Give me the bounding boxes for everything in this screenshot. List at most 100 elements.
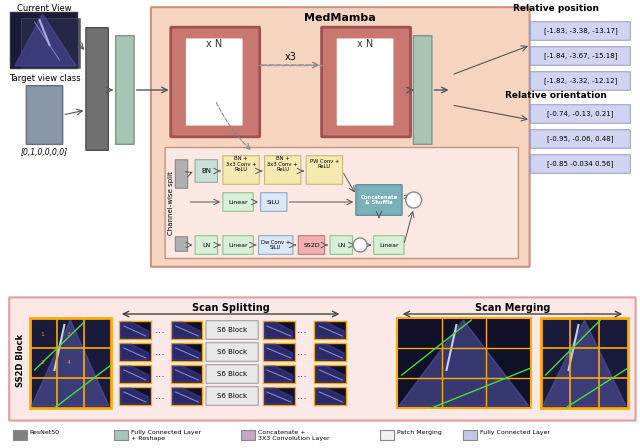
Text: Target view class: Target view class	[9, 73, 81, 82]
Text: BN: BN	[202, 168, 211, 174]
FancyBboxPatch shape	[413, 36, 432, 144]
Bar	[119, 387, 150, 405]
Text: S6 Block: S6 Block	[217, 349, 247, 355]
Bar	[380, 430, 394, 440]
Polygon shape	[316, 322, 344, 338]
Text: Relative orientation: Relative orientation	[505, 90, 607, 99]
Text: Patch Merging: Patch Merging	[397, 430, 442, 435]
FancyBboxPatch shape	[223, 236, 253, 254]
Bar	[114, 430, 128, 440]
Text: ...: ...	[155, 369, 166, 379]
Bar	[170, 365, 202, 383]
Bar	[541, 318, 628, 408]
Text: BN +
3x3 Conv +
ReLU: BN + 3x3 Conv + ReLU	[226, 156, 257, 172]
FancyBboxPatch shape	[195, 159, 218, 182]
Circle shape	[353, 238, 367, 252]
Text: [-1.83, -3.38, -13.17]: [-1.83, -3.38, -13.17]	[543, 28, 618, 34]
Text: [-0.95, -0.06, 0.48]: [-0.95, -0.06, 0.48]	[547, 136, 614, 142]
FancyBboxPatch shape	[86, 28, 108, 150]
Text: Scan Splitting: Scan Splitting	[192, 303, 270, 313]
Text: ...: ...	[155, 325, 166, 335]
Bar	[263, 343, 294, 361]
Text: 1: 1	[40, 332, 44, 336]
Bar	[119, 365, 150, 383]
Polygon shape	[121, 344, 148, 360]
Polygon shape	[399, 320, 529, 406]
Bar	[20, 18, 80, 68]
FancyBboxPatch shape	[322, 27, 410, 137]
Text: PW Conv +
ReLU: PW Conv + ReLU	[310, 159, 339, 169]
FancyBboxPatch shape	[531, 72, 630, 90]
Text: Fully Connected Layer: Fully Connected Layer	[131, 430, 201, 435]
Text: [-1.84, -3.67, -15.18]: [-1.84, -3.67, -15.18]	[544, 52, 617, 60]
Bar	[314, 387, 346, 405]
FancyBboxPatch shape	[264, 156, 301, 184]
Bar	[397, 318, 531, 408]
Polygon shape	[265, 322, 292, 338]
Text: x N: x N	[357, 39, 373, 49]
Polygon shape	[31, 320, 109, 406]
FancyBboxPatch shape	[185, 37, 244, 127]
Bar	[13, 430, 27, 440]
Bar	[170, 321, 202, 339]
Polygon shape	[15, 14, 76, 66]
Polygon shape	[265, 366, 292, 382]
Text: + Reshape: + Reshape	[131, 435, 165, 440]
Text: [-0.74, -0.13, 0.21]: [-0.74, -0.13, 0.21]	[547, 111, 614, 117]
Text: Linear: Linear	[379, 242, 399, 247]
FancyBboxPatch shape	[171, 27, 260, 137]
Bar	[170, 343, 202, 361]
FancyBboxPatch shape	[336, 37, 394, 127]
FancyBboxPatch shape	[306, 156, 342, 184]
FancyBboxPatch shape	[9, 297, 636, 421]
Polygon shape	[121, 366, 148, 382]
Text: ResNet50: ResNet50	[29, 430, 60, 435]
Text: Scan Merging: Scan Merging	[476, 303, 550, 313]
Text: LN: LN	[202, 242, 211, 247]
FancyBboxPatch shape	[206, 343, 258, 361]
FancyBboxPatch shape	[175, 237, 188, 251]
Text: S6 Block: S6 Block	[217, 327, 247, 333]
Bar	[170, 387, 202, 405]
Text: 3: 3	[67, 332, 70, 336]
Polygon shape	[316, 344, 344, 360]
Bar	[119, 343, 150, 361]
Text: ×: ×	[356, 241, 364, 250]
FancyBboxPatch shape	[26, 86, 63, 144]
FancyBboxPatch shape	[175, 160, 188, 188]
Bar	[263, 387, 294, 405]
FancyBboxPatch shape	[531, 47, 630, 65]
Polygon shape	[121, 388, 148, 404]
FancyBboxPatch shape	[531, 105, 630, 123]
Text: Linear: Linear	[228, 242, 248, 247]
Circle shape	[406, 192, 422, 208]
Polygon shape	[173, 344, 200, 360]
Bar	[263, 365, 294, 383]
FancyBboxPatch shape	[531, 130, 630, 148]
Text: 2: 2	[40, 359, 45, 365]
Text: ...: ...	[297, 391, 308, 401]
Text: Dw Conv +
SiLU: Dw Conv + SiLU	[261, 240, 291, 250]
Bar	[314, 321, 346, 339]
Polygon shape	[173, 366, 200, 382]
Text: [-1.82, -3.32, -12.12]: [-1.82, -3.32, -12.12]	[544, 78, 617, 84]
FancyBboxPatch shape	[330, 236, 353, 254]
Polygon shape	[316, 366, 344, 382]
Text: S6 Block: S6 Block	[217, 371, 247, 377]
Text: SS2D: SS2D	[303, 242, 320, 247]
FancyBboxPatch shape	[531, 155, 630, 173]
Text: SiLU: SiLU	[267, 199, 280, 204]
Text: Linear: Linear	[228, 199, 248, 204]
Text: ...: ...	[155, 347, 166, 357]
Text: x N: x N	[206, 39, 222, 49]
Bar	[10, 12, 77, 68]
Polygon shape	[543, 320, 626, 406]
Bar	[263, 321, 294, 339]
Text: Relative position: Relative position	[513, 4, 598, 13]
FancyBboxPatch shape	[165, 147, 518, 258]
Polygon shape	[316, 388, 344, 404]
Polygon shape	[173, 322, 200, 338]
Bar	[241, 430, 255, 440]
Text: ...: ...	[297, 325, 308, 335]
Polygon shape	[543, 320, 626, 406]
